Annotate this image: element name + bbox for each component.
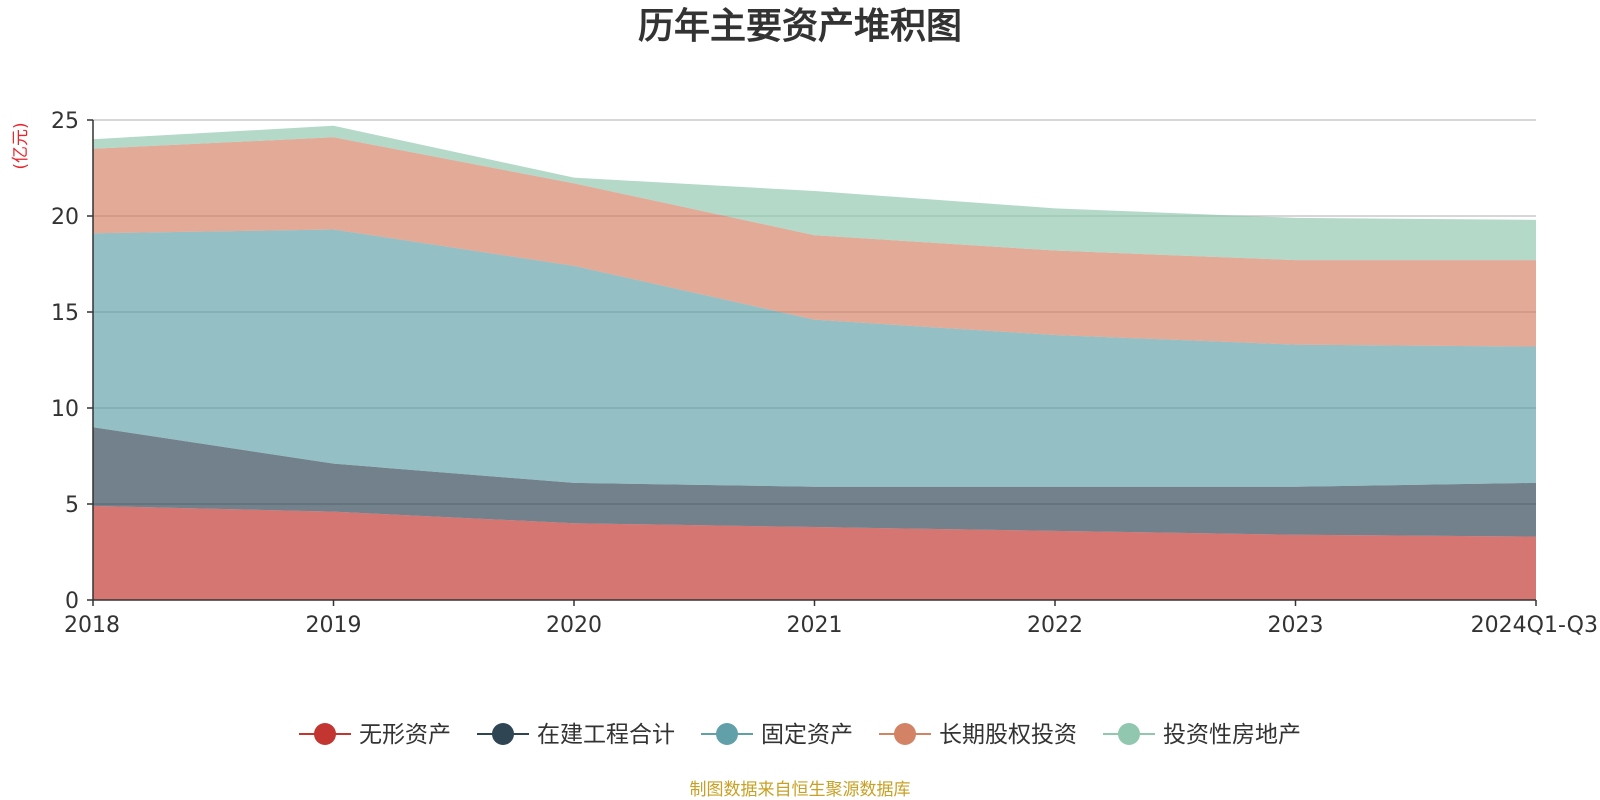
y-tick-label: 15: [51, 301, 79, 326]
legend-circle-marker: [716, 723, 738, 745]
legend-circle-marker: [1118, 723, 1140, 745]
area-series-1[interactable]: [93, 505, 1536, 600]
x-tick-label: 2023: [1268, 613, 1324, 638]
area-series-4[interactable]: [93, 137, 1536, 347]
legend[interactable]: 无形资产 在建工程合计 固定资产 长期股权投资 投资性房地产: [299, 722, 1301, 748]
x-tick-label: 2022: [1027, 613, 1083, 638]
legend-circle-marker: [492, 723, 514, 745]
x-tick-label: 2018: [64, 613, 120, 638]
x-tick-label: 2021: [787, 613, 843, 638]
legend-label: 在建工程合计: [537, 722, 675, 748]
x-tick-label: 2020: [546, 613, 602, 638]
legend-label: 长期股权投资: [939, 722, 1077, 748]
legend-item-4[interactable]: 长期股权投资: [879, 722, 1077, 748]
legend-item-5[interactable]: 投资性房地产: [1103, 722, 1301, 748]
y-axis-unit-label: (亿元): [11, 122, 31, 169]
legend-item-1[interactable]: 无形资产: [299, 722, 451, 748]
x-tick-label: 2019: [306, 613, 362, 638]
y-tick-label: 25: [51, 109, 79, 134]
x-tick-label: 2024Q1-Q3: [1471, 613, 1598, 638]
legend-circle-marker: [314, 723, 336, 745]
area-series-2[interactable]: [93, 427, 1536, 537]
legend-label: 投资性房地产: [1163, 722, 1301, 748]
source-note: 制图数据来自恒生聚源数据库: [690, 780, 911, 800]
y-tick-label: 10: [51, 397, 79, 422]
legend-label: 无形资产: [359, 722, 451, 748]
axes: 0 5 10 15 20 25 2018 2019 2020 2021 2022 2023 2024Q1…: [51, 109, 1598, 638]
legend-item-3[interactable]: 固定资产: [701, 722, 853, 748]
y-tick-label: 5: [65, 493, 79, 518]
area-series-group: [93, 125, 1536, 600]
legend-circle-marker: [894, 723, 916, 745]
chart-title: 历年主要资产堆积图: [638, 6, 962, 47]
legend-item-2[interactable]: 在建工程合计: [477, 722, 675, 748]
area-series-5[interactable]: [93, 125, 1536, 261]
y-tick-label: 20: [51, 205, 79, 230]
area-series-3[interactable]: [93, 229, 1536, 487]
y-tick-label: 0: [65, 589, 79, 614]
legend-label: 固定资产: [761, 722, 853, 748]
